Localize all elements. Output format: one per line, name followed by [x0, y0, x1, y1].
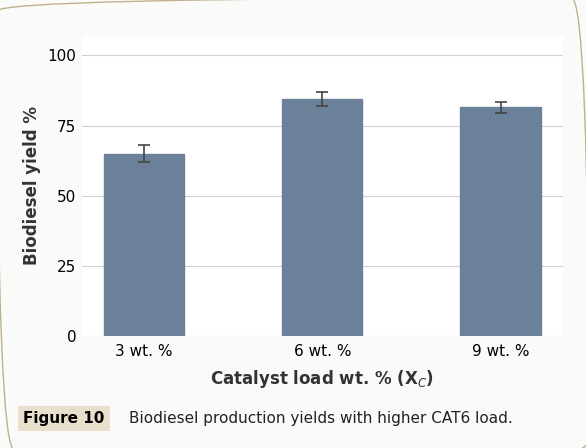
- Y-axis label: Biodiesel yield %: Biodiesel yield %: [23, 107, 40, 265]
- Text: Figure 10: Figure 10: [23, 411, 105, 426]
- Bar: [461, 108, 541, 336]
- Text: Biodiesel production yields with higher CAT6 load.: Biodiesel production yields with higher …: [129, 411, 513, 426]
- Bar: [104, 154, 184, 336]
- Bar: [282, 99, 362, 336]
- X-axis label: Catalyst load wt. % (X$_C$): Catalyst load wt. % (X$_C$): [210, 368, 434, 390]
